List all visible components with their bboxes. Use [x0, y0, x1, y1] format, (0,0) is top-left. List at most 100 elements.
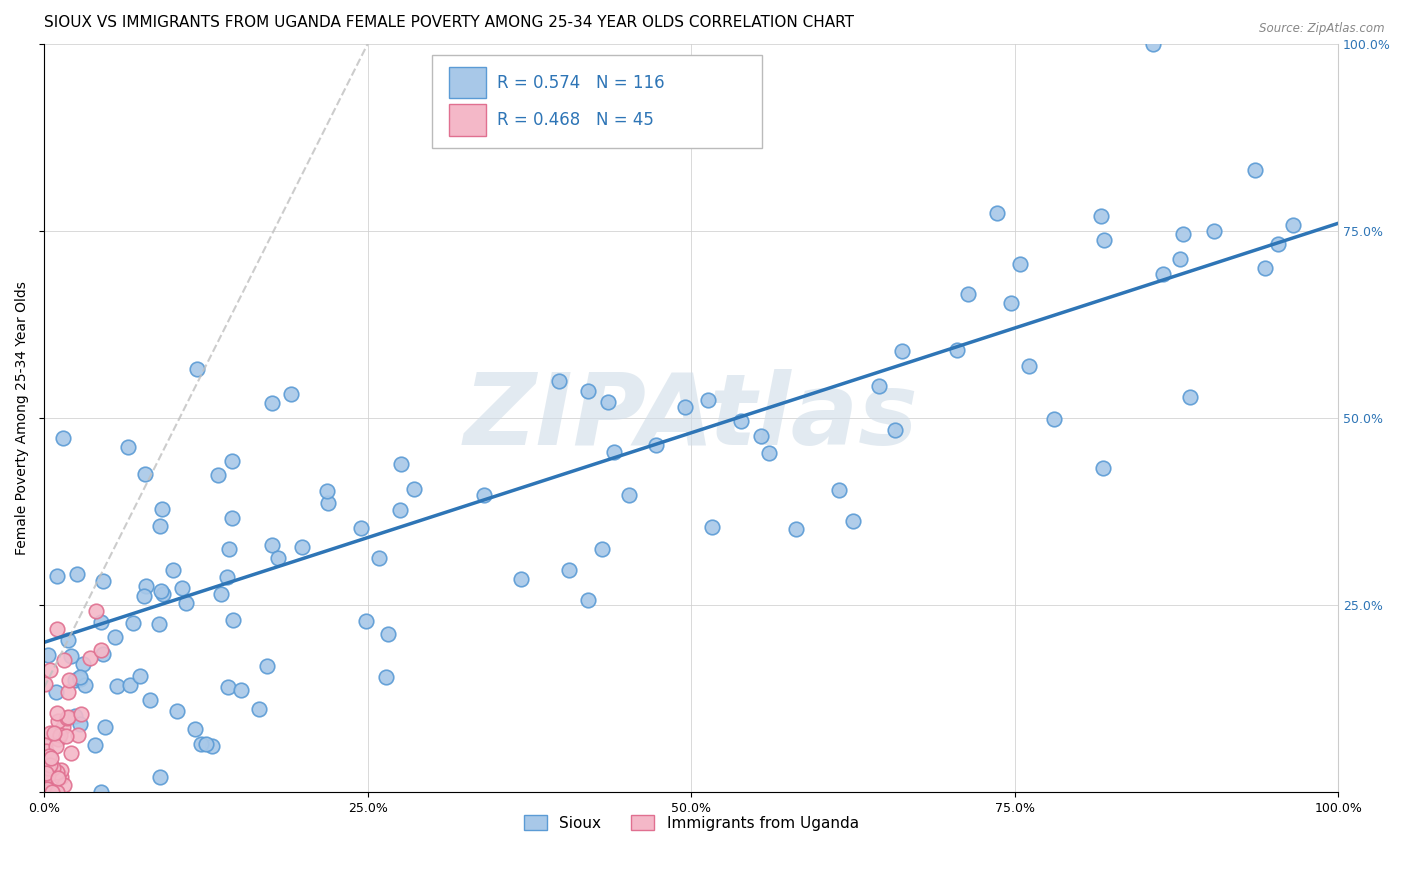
- Point: [150, 501, 173, 516]
- Point: [52, 431, 75, 445]
- Text: Source: ZipAtlas.com: Source: ZipAtlas.com: [1260, 22, 1385, 36]
- Point: [1178, 390, 1201, 404]
- Text: R = 0.468   N = 45: R = 0.468 N = 45: [498, 111, 654, 129]
- Point: [37, 761, 59, 775]
- Point: [34, 677, 56, 691]
- Point: [596, 394, 619, 409]
- Point: [70, 707, 93, 722]
- Point: [38, 726, 60, 740]
- Point: [576, 384, 599, 398]
- Point: [84, 604, 107, 618]
- Point: [104, 630, 127, 644]
- Point: [883, 423, 905, 437]
- Legend: Sioux, Immigrants from Uganda: Sioux, Immigrants from Uganda: [517, 808, 865, 837]
- Point: [1043, 412, 1066, 426]
- Point: [1092, 233, 1115, 247]
- Point: [129, 668, 152, 682]
- Point: [176, 596, 198, 610]
- Point: [39, 785, 62, 799]
- Point: [749, 429, 772, 443]
- Bar: [450, 67, 485, 98]
- Point: [46, 764, 69, 779]
- Point: [34, 768, 56, 782]
- Text: SIOUX VS IMMIGRANTS FROM UGANDA FEMALE POVERTY AMONG 25-34 YEAR OLDS CORRELATION: SIOUX VS IMMIGRANTS FROM UGANDA FEMALE P…: [44, 15, 855, 30]
- Point: [986, 206, 1008, 220]
- Point: [218, 541, 240, 556]
- Point: [69, 717, 91, 731]
- Point: [83, 738, 105, 752]
- Point: [90, 785, 112, 799]
- Point: [52, 778, 75, 792]
- Point: [890, 344, 912, 359]
- Point: [135, 578, 157, 592]
- Point: [956, 287, 979, 301]
- Point: [190, 737, 212, 751]
- Point: [591, 542, 613, 557]
- Point: [139, 692, 162, 706]
- Point: [49, 770, 72, 784]
- Point: [229, 682, 252, 697]
- Point: [37, 768, 59, 782]
- Point: [1173, 227, 1195, 241]
- Point: [1244, 162, 1267, 177]
- Point: [256, 658, 278, 673]
- Point: [93, 574, 115, 589]
- Point: [730, 414, 752, 428]
- Point: [267, 550, 290, 565]
- Point: [1018, 359, 1040, 373]
- Point: [69, 673, 91, 687]
- FancyBboxPatch shape: [433, 55, 762, 148]
- Point: [170, 581, 193, 595]
- Point: [44, 726, 66, 740]
- Point: [46, 771, 69, 785]
- Point: [1204, 224, 1226, 238]
- Point: [509, 572, 531, 586]
- Text: R = 0.574   N = 116: R = 0.574 N = 116: [498, 73, 665, 92]
- Point: [828, 483, 851, 498]
- Point: [280, 387, 302, 401]
- Point: [1000, 296, 1022, 310]
- Point: [90, 642, 112, 657]
- Point: [221, 613, 243, 627]
- Point: [46, 706, 69, 720]
- Point: [1010, 256, 1032, 270]
- Point: [602, 444, 624, 458]
- Point: [49, 727, 72, 741]
- Point: [56, 685, 79, 699]
- Point: [576, 593, 599, 607]
- Point: [56, 710, 79, 724]
- Point: [215, 570, 238, 584]
- Point: [547, 374, 569, 388]
- Point: [1142, 37, 1164, 51]
- Point: [316, 484, 339, 499]
- Point: [207, 467, 229, 482]
- Point: [388, 503, 411, 517]
- Point: [35, 766, 58, 780]
- Point: [45, 622, 67, 636]
- Point: [52, 720, 75, 734]
- Point: [38, 663, 60, 677]
- Point: [91, 647, 114, 661]
- Point: [557, 563, 579, 577]
- Point: [785, 523, 807, 537]
- Point: [673, 401, 696, 415]
- Text: ZIPAtlas: ZIPAtlas: [464, 369, 918, 467]
- Point: [58, 673, 80, 687]
- Point: [1092, 461, 1115, 475]
- Point: [354, 614, 377, 628]
- Point: [404, 482, 426, 496]
- Point: [291, 540, 314, 554]
- Point: [45, 785, 67, 799]
- Point: [374, 670, 396, 684]
- Point: [63, 673, 86, 687]
- Point: [644, 438, 666, 452]
- Point: [758, 445, 780, 459]
- Bar: [450, 104, 485, 136]
- Point: [34, 772, 56, 786]
- Point: [619, 488, 641, 502]
- Point: [35, 743, 58, 757]
- Point: [377, 627, 399, 641]
- Point: [39, 757, 62, 772]
- Point: [350, 520, 373, 534]
- Point: [472, 488, 495, 502]
